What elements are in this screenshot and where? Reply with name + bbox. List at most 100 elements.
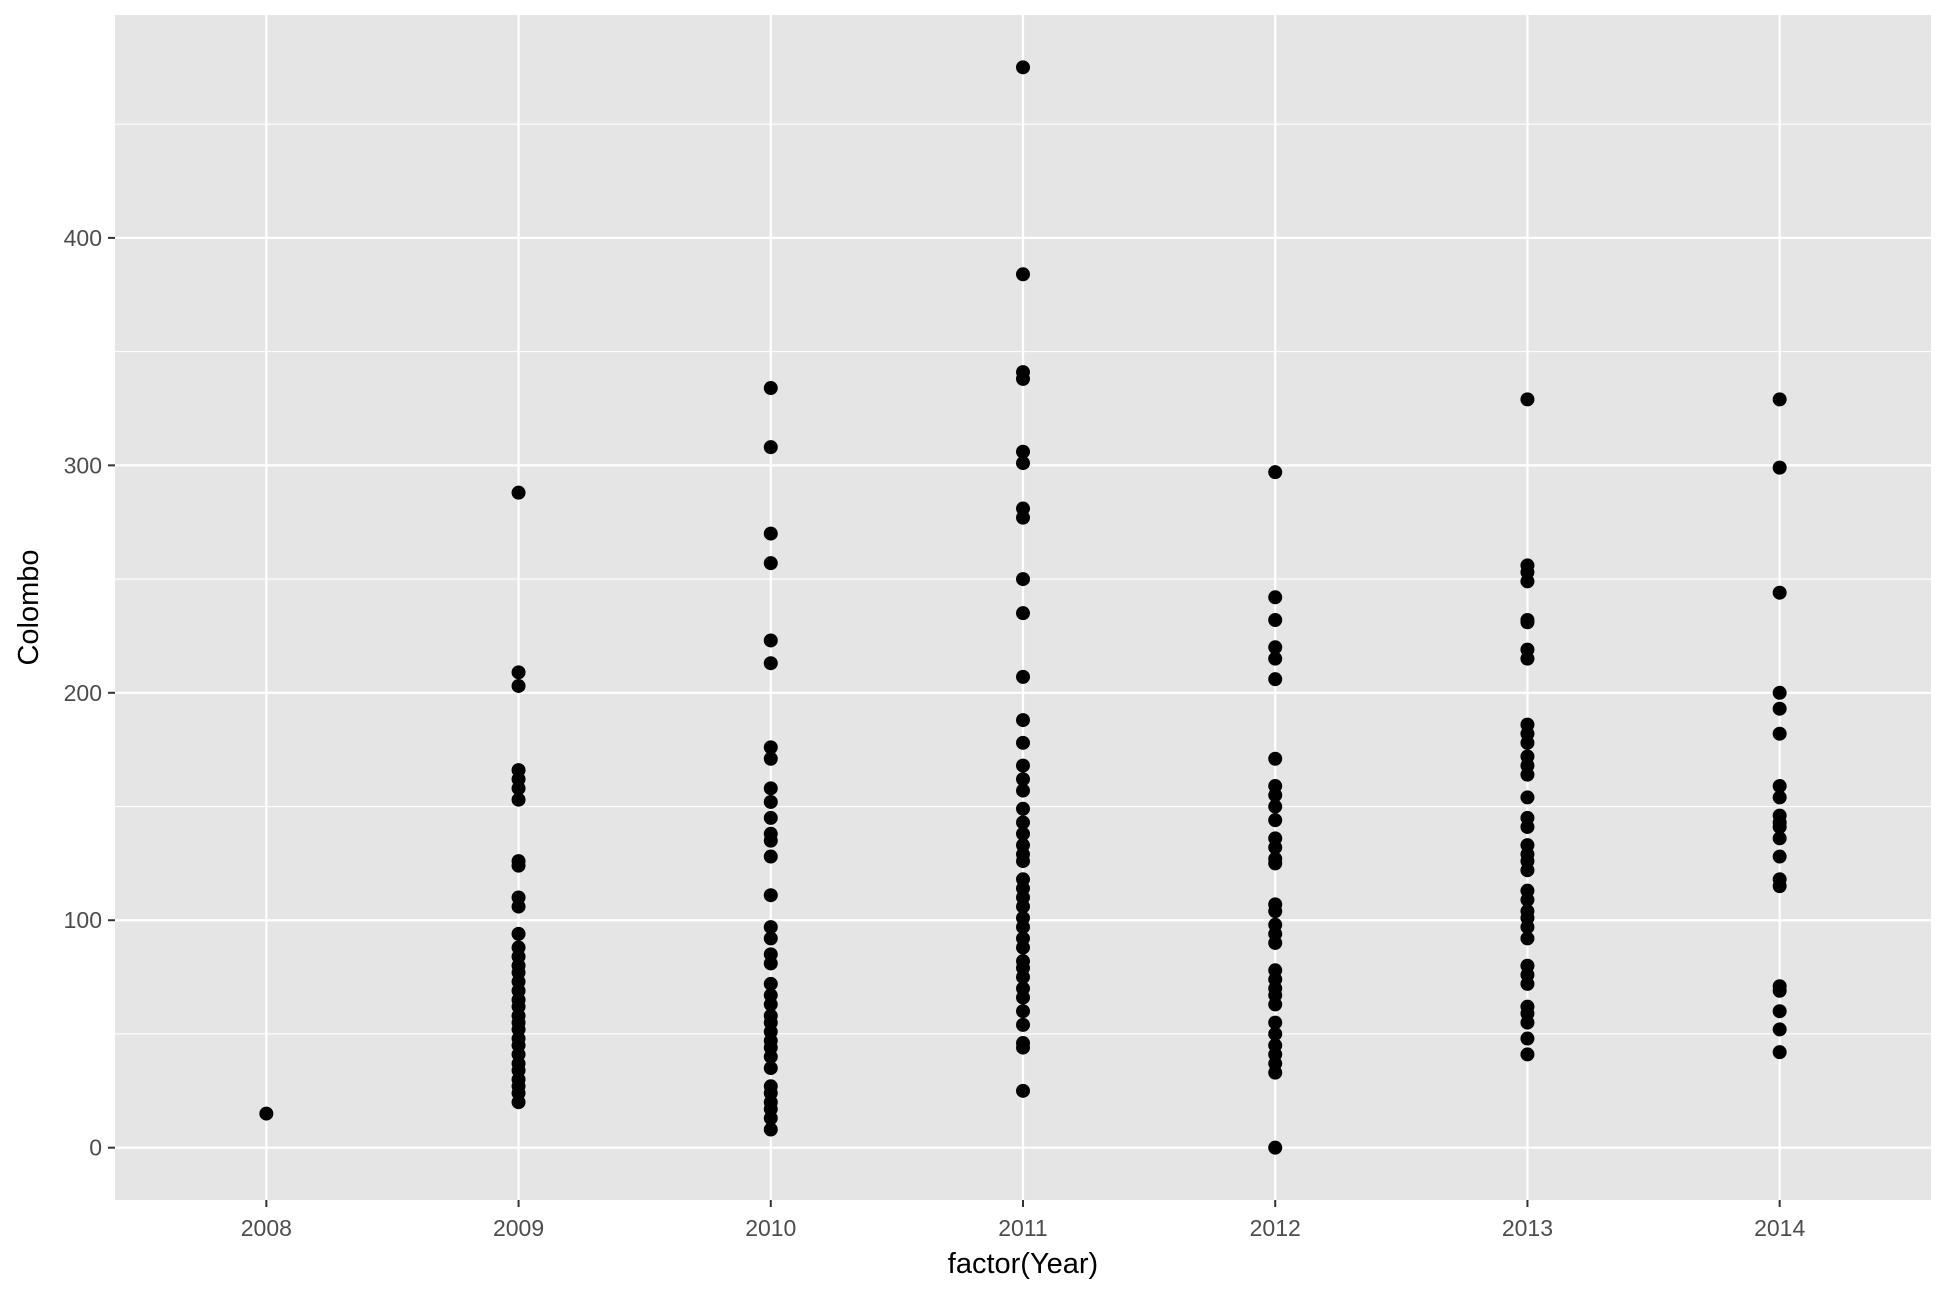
- data-point: [1772, 819, 1787, 834]
- data-point: [1016, 510, 1030, 525]
- data-point: [1520, 1015, 1535, 1030]
- data-point: [1268, 1065, 1283, 1080]
- data-point: [1016, 826, 1030, 841]
- data-point: [763, 997, 778, 1012]
- data-point: [511, 678, 526, 693]
- y-tick-label: 0: [89, 1135, 102, 1161]
- data-point: [1268, 465, 1283, 480]
- data-point: [1016, 267, 1030, 282]
- data-point: [763, 833, 778, 848]
- data-point: [1268, 997, 1283, 1012]
- data-point: [1016, 1004, 1030, 1019]
- data-point: [1016, 713, 1030, 728]
- data-point: [1268, 813, 1283, 828]
- data-point: [763, 810, 778, 825]
- data-point: [1268, 799, 1283, 814]
- data-point: [1268, 1026, 1283, 1041]
- data-point: [1520, 920, 1535, 935]
- data-point: [1772, 685, 1787, 700]
- data-point: [763, 920, 778, 935]
- data-point: [1520, 931, 1535, 946]
- data-point: [1772, 585, 1787, 600]
- data-point: [1268, 590, 1283, 605]
- data-point: [1520, 574, 1535, 589]
- data-point: [1016, 669, 1030, 684]
- data-point: [1520, 767, 1535, 782]
- data-point: [1016, 444, 1030, 459]
- data-point: [763, 781, 778, 796]
- data-point: [1016, 60, 1030, 75]
- data-point: [1016, 801, 1030, 816]
- data-point: [1520, 976, 1535, 991]
- x-tick-label: 2014: [1754, 1215, 1805, 1241]
- x-tick-label: 2008: [241, 1215, 292, 1241]
- data-point: [1520, 790, 1535, 805]
- x-tick-label: 2009: [493, 1215, 544, 1241]
- data-point: [511, 781, 526, 796]
- data-point: [763, 1111, 778, 1126]
- data-point: [1520, 615, 1535, 630]
- data-point: [1016, 920, 1030, 935]
- data-point: [1268, 856, 1283, 871]
- data-point: [1520, 735, 1535, 750]
- data-point: [1520, 892, 1535, 907]
- data-points: [259, 60, 1787, 1155]
- data-point: [763, 381, 778, 396]
- data-point: [1772, 701, 1787, 716]
- data-point: [1016, 970, 1030, 985]
- data-point: [763, 740, 778, 755]
- data-point: [763, 1049, 778, 1064]
- data-point: [1016, 572, 1030, 587]
- y-axis-title: Colombo: [13, 549, 45, 665]
- data-point: [511, 899, 526, 914]
- data-point: [1016, 899, 1030, 914]
- data-point: [1016, 772, 1030, 787]
- x-axis-ticks: 2008 2009 2010 2011 2012 2013 2014: [241, 1200, 1805, 1241]
- data-point: [763, 440, 778, 455]
- x-tick-label: 2011: [998, 1215, 1047, 1241]
- data-point: [763, 931, 778, 946]
- data-point: [763, 656, 778, 671]
- y-axis-ticks: 0 100 200 300 400: [64, 225, 115, 1161]
- data-point: [511, 792, 526, 807]
- data-point: [1268, 935, 1283, 950]
- data-point: [1268, 904, 1283, 919]
- y-tick-label: 400: [64, 225, 102, 251]
- data-point: [1520, 1031, 1535, 1046]
- data-point: [1016, 815, 1030, 830]
- data-point: [1772, 1004, 1787, 1019]
- data-point: [511, 665, 526, 680]
- data-point: [1772, 392, 1787, 407]
- data-point: [1772, 849, 1787, 864]
- data-point: [1268, 651, 1283, 666]
- data-point: [1772, 879, 1787, 894]
- data-point: [763, 956, 778, 971]
- y-tick-label: 300: [64, 452, 102, 478]
- data-point: [1016, 854, 1030, 869]
- x-tick-label: 2012: [1250, 1215, 1301, 1241]
- data-point: [1772, 726, 1787, 741]
- x-axis-title: factor(Year): [948, 1248, 1098, 1280]
- data-point: [763, 526, 778, 541]
- data-point: [1016, 1083, 1030, 1098]
- data-point: [1772, 779, 1787, 794]
- data-point: [763, 1122, 778, 1137]
- data-point: [1268, 613, 1283, 628]
- data-point: [511, 485, 526, 500]
- data-point: [1016, 456, 1030, 471]
- data-point: [1016, 371, 1030, 386]
- data-point: [1016, 783, 1030, 798]
- data-point: [763, 751, 778, 766]
- data-point: [1268, 640, 1283, 655]
- data-point: [763, 849, 778, 864]
- data-point: [763, 794, 778, 809]
- data-point: [1520, 863, 1535, 878]
- y-tick-label: 100: [64, 907, 102, 933]
- data-point: [1772, 790, 1787, 805]
- data-point: [1268, 1015, 1283, 1030]
- data-point: [1268, 672, 1283, 687]
- data-point: [259, 1106, 274, 1121]
- data-point: [1268, 1140, 1283, 1155]
